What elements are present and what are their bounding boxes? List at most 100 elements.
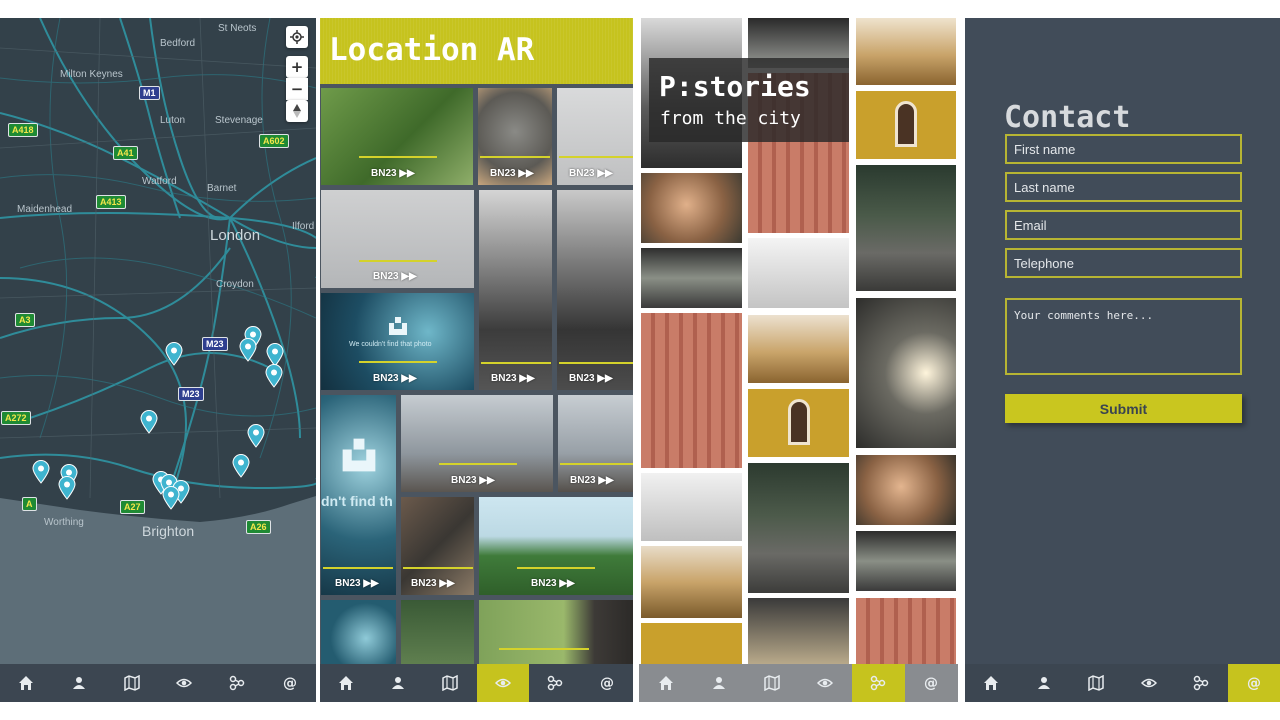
story-photo[interactable] xyxy=(748,389,849,457)
story-photo[interactable] xyxy=(856,455,956,525)
location-pin-icon[interactable] xyxy=(266,343,284,367)
nav-home[interactable] xyxy=(0,664,53,702)
location-pin-icon[interactable] xyxy=(239,338,257,362)
road-tag: A26 xyxy=(246,520,271,534)
tile-progress xyxy=(517,567,595,569)
nav-profile[interactable] xyxy=(53,664,106,702)
zoom-in-button[interactable]: + xyxy=(286,56,308,78)
nav-map[interactable] xyxy=(105,664,158,702)
nav-home[interactable] xyxy=(639,664,692,702)
location-pin-icon[interactable] xyxy=(232,454,250,478)
submit-button[interactable]: Submit xyxy=(1005,394,1242,423)
story-photo[interactable] xyxy=(856,598,956,664)
photo-tile[interactable]: BN23 ▶▶ xyxy=(478,88,552,185)
story-photo[interactable] xyxy=(641,173,742,243)
photo-tile[interactable]: BN23 ▶▶ xyxy=(557,190,633,390)
story-photo[interactable] xyxy=(856,165,956,291)
locate-icon xyxy=(290,30,304,44)
svg-text:@: @ xyxy=(283,676,297,692)
photo-tile[interactable]: BN23 ▶▶ xyxy=(479,497,633,595)
bottom-nav: @ xyxy=(0,664,316,702)
place-label: Barnet xyxy=(207,183,237,194)
nav-home[interactable] xyxy=(320,664,372,702)
road-tag: A602 xyxy=(259,134,289,148)
photo-tile[interactable]: BN23 ▶▶ xyxy=(321,190,474,288)
place-label: Milton Keynes xyxy=(60,69,123,80)
person-icon xyxy=(73,677,85,689)
story-photo[interactable] xyxy=(856,531,956,591)
story-photo[interactable] xyxy=(748,315,849,383)
nav-map[interactable] xyxy=(745,664,798,702)
location-pin-icon[interactable] xyxy=(32,460,50,484)
person-icon xyxy=(1037,677,1050,689)
place-label: Brighton xyxy=(142,523,195,539)
photo-tile[interactable] xyxy=(479,600,633,664)
location-pin-icon[interactable] xyxy=(265,364,283,388)
location-pin-icon[interactable] xyxy=(140,410,158,434)
story-photo[interactable] xyxy=(641,473,742,541)
nodes-icon xyxy=(547,675,563,691)
story-photo[interactable] xyxy=(748,463,849,593)
story-photo[interactable] xyxy=(856,298,956,448)
story-photo[interactable] xyxy=(748,598,849,664)
nav-profile[interactable] xyxy=(372,664,424,702)
not-found-text: We couldn't find that photo xyxy=(349,341,432,348)
nav-view[interactable] xyxy=(799,664,852,702)
location-pin-icon[interactable] xyxy=(58,476,76,500)
nodes-icon xyxy=(1194,675,1209,691)
story-photo[interactable] xyxy=(748,238,849,308)
zoom-out-button[interactable]: − xyxy=(286,78,308,100)
nav-contact[interactable]: @ xyxy=(905,664,958,702)
compass-button[interactable] xyxy=(286,100,308,122)
tile-progress xyxy=(403,567,473,569)
email-field[interactable]: Email xyxy=(1005,210,1242,240)
story-photo[interactable] xyxy=(641,313,742,468)
photo-not-found-tile[interactable]: dn't find th BN23 ▶▶ xyxy=(321,395,396,595)
nav-view[interactable] xyxy=(158,664,211,702)
nav-view[interactable] xyxy=(476,664,529,702)
locate-button[interactable] xyxy=(286,26,308,48)
page-title: Location AR xyxy=(329,32,535,68)
nav-network[interactable] xyxy=(1175,664,1228,702)
place-label: London xyxy=(210,227,261,244)
nav-home[interactable] xyxy=(965,664,1018,702)
tile-label: BN23 ▶▶ xyxy=(411,578,455,589)
story-photo[interactable] xyxy=(641,546,742,618)
nav-map[interactable] xyxy=(1070,664,1123,702)
first-name-field[interactable]: First name xyxy=(1005,134,1242,164)
photo-tile[interactable]: BN23 ▶▶ xyxy=(558,395,633,492)
photo-tile[interactable]: BN23 ▶▶ xyxy=(479,190,552,390)
last-name-field[interactable]: Last name xyxy=(1005,172,1242,202)
photo-tile[interactable] xyxy=(401,600,474,664)
story-photo[interactable] xyxy=(641,623,742,664)
photo-not-found-tile[interactable] xyxy=(321,600,396,664)
story-photo[interactable] xyxy=(641,248,742,308)
nav-map[interactable] xyxy=(424,664,476,702)
photo-not-found-tile[interactable]: We couldn't find that photo BN23 ▶▶ xyxy=(321,293,474,390)
nav-network[interactable] xyxy=(529,664,581,702)
photo-tile[interactable]: BN23 ▶▶ xyxy=(557,88,633,185)
nav-network[interactable] xyxy=(211,664,264,702)
tile-label: BN23 ▶▶ xyxy=(490,168,534,179)
nav-profile[interactable] xyxy=(692,664,745,702)
photo-tile[interactable]: BN23 ▶▶ xyxy=(321,88,473,185)
story-photo[interactable] xyxy=(856,91,956,159)
comments-textarea[interactable]: Your comments here... xyxy=(1005,298,1242,375)
story-photo[interactable] xyxy=(856,18,956,85)
map-canvas[interactable] xyxy=(0,18,316,664)
nav-contact[interactable]: @ xyxy=(1227,664,1280,702)
telephone-field[interactable]: Telephone xyxy=(1005,248,1242,278)
nav-profile[interactable] xyxy=(1018,664,1071,702)
location-pin-icon[interactable] xyxy=(247,424,265,448)
nav-view[interactable] xyxy=(1123,664,1176,702)
location-pin-icon[interactable] xyxy=(165,342,183,366)
photo-tile[interactable]: BN23 ▶▶ xyxy=(401,395,553,492)
nav-contact[interactable]: @ xyxy=(263,664,316,702)
location-pin-icon[interactable] xyxy=(162,486,180,510)
photo-tile[interactable]: BN23 ▶▶ xyxy=(401,497,474,595)
nav-network[interactable] xyxy=(851,664,905,702)
nav-contact[interactable]: @ xyxy=(581,664,633,702)
tile-progress xyxy=(480,156,550,158)
place-label: Maidenhead xyxy=(17,204,73,215)
road-tag: A27 xyxy=(120,500,145,514)
